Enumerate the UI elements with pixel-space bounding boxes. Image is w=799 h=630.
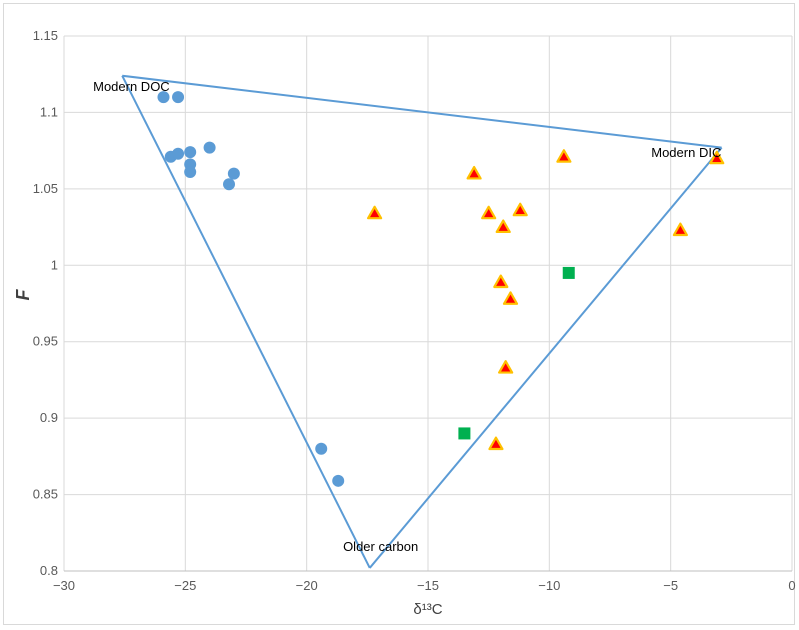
data-point-triangle xyxy=(512,202,528,217)
y-tick-label: 1.05 xyxy=(33,181,58,196)
data-point-triangle xyxy=(498,360,514,374)
annotations: Modern DOC Modern DIC Older carbon xyxy=(93,79,721,554)
data-point-circle xyxy=(172,91,185,104)
chart-area xyxy=(3,3,795,625)
x-tick-label: −5 xyxy=(663,578,678,593)
data-point-triangle xyxy=(493,274,509,289)
data-point-triangle xyxy=(367,205,383,220)
data-point-circle xyxy=(332,474,345,487)
y-tick-label: 0.85 xyxy=(33,487,58,502)
y-tick-label: 0.95 xyxy=(33,334,58,349)
mixing-line xyxy=(368,146,723,569)
data-point-square xyxy=(458,427,471,440)
annotation-label: Older carbon xyxy=(343,539,418,554)
data-point-square xyxy=(562,266,575,279)
data-point-triangle xyxy=(709,150,725,165)
y-tick-label: 0.9 xyxy=(40,410,58,425)
data-point-triangle xyxy=(481,205,497,220)
data-point-circle xyxy=(184,166,197,179)
tick-labels: 0.8 0.85 0.9 0.95 1 1.05 1.1 1.15 −30 −25 −20 −15 −1… xyxy=(33,28,796,593)
data-points xyxy=(157,91,725,487)
data-point-circle xyxy=(227,167,240,180)
data-point-circle xyxy=(315,442,328,455)
mixing-line xyxy=(121,75,371,569)
x-tick-label: 0 xyxy=(788,578,795,593)
data-point-triangle xyxy=(488,436,504,451)
mixing-line xyxy=(122,74,722,149)
x-axis-title: δ¹³C xyxy=(413,601,442,618)
x-tick-label: −25 xyxy=(174,578,196,593)
data-point-circle xyxy=(184,146,197,159)
data-point-triangle xyxy=(672,222,688,237)
x-tick-label: −15 xyxy=(417,578,439,593)
data-point-circle xyxy=(157,91,170,104)
data-point-triangle xyxy=(556,149,572,163)
y-tick-label: 1 xyxy=(51,257,58,272)
data-point-triangle xyxy=(502,291,519,305)
x-tick-label: −30 xyxy=(53,578,75,593)
y-tick-label: 1.1 xyxy=(40,104,58,119)
annotation-label: Modern DOC xyxy=(93,79,170,94)
mixing-lines xyxy=(121,74,723,569)
gridlines xyxy=(63,35,793,572)
x-tick-label: −20 xyxy=(296,578,318,593)
data-point-circle xyxy=(172,147,185,160)
y-tick-label: 0.8 xyxy=(40,563,58,578)
annotation-label: Modern DIC xyxy=(651,145,721,160)
x-tick-label: −10 xyxy=(538,578,560,593)
y-axis-title: F xyxy=(13,289,33,301)
data-point-triangle xyxy=(466,165,482,180)
data-point-triangle xyxy=(495,219,511,234)
data-point-circle xyxy=(223,178,236,191)
y-tick-label: 1.15 xyxy=(33,28,58,43)
data-point-circle xyxy=(203,141,216,154)
